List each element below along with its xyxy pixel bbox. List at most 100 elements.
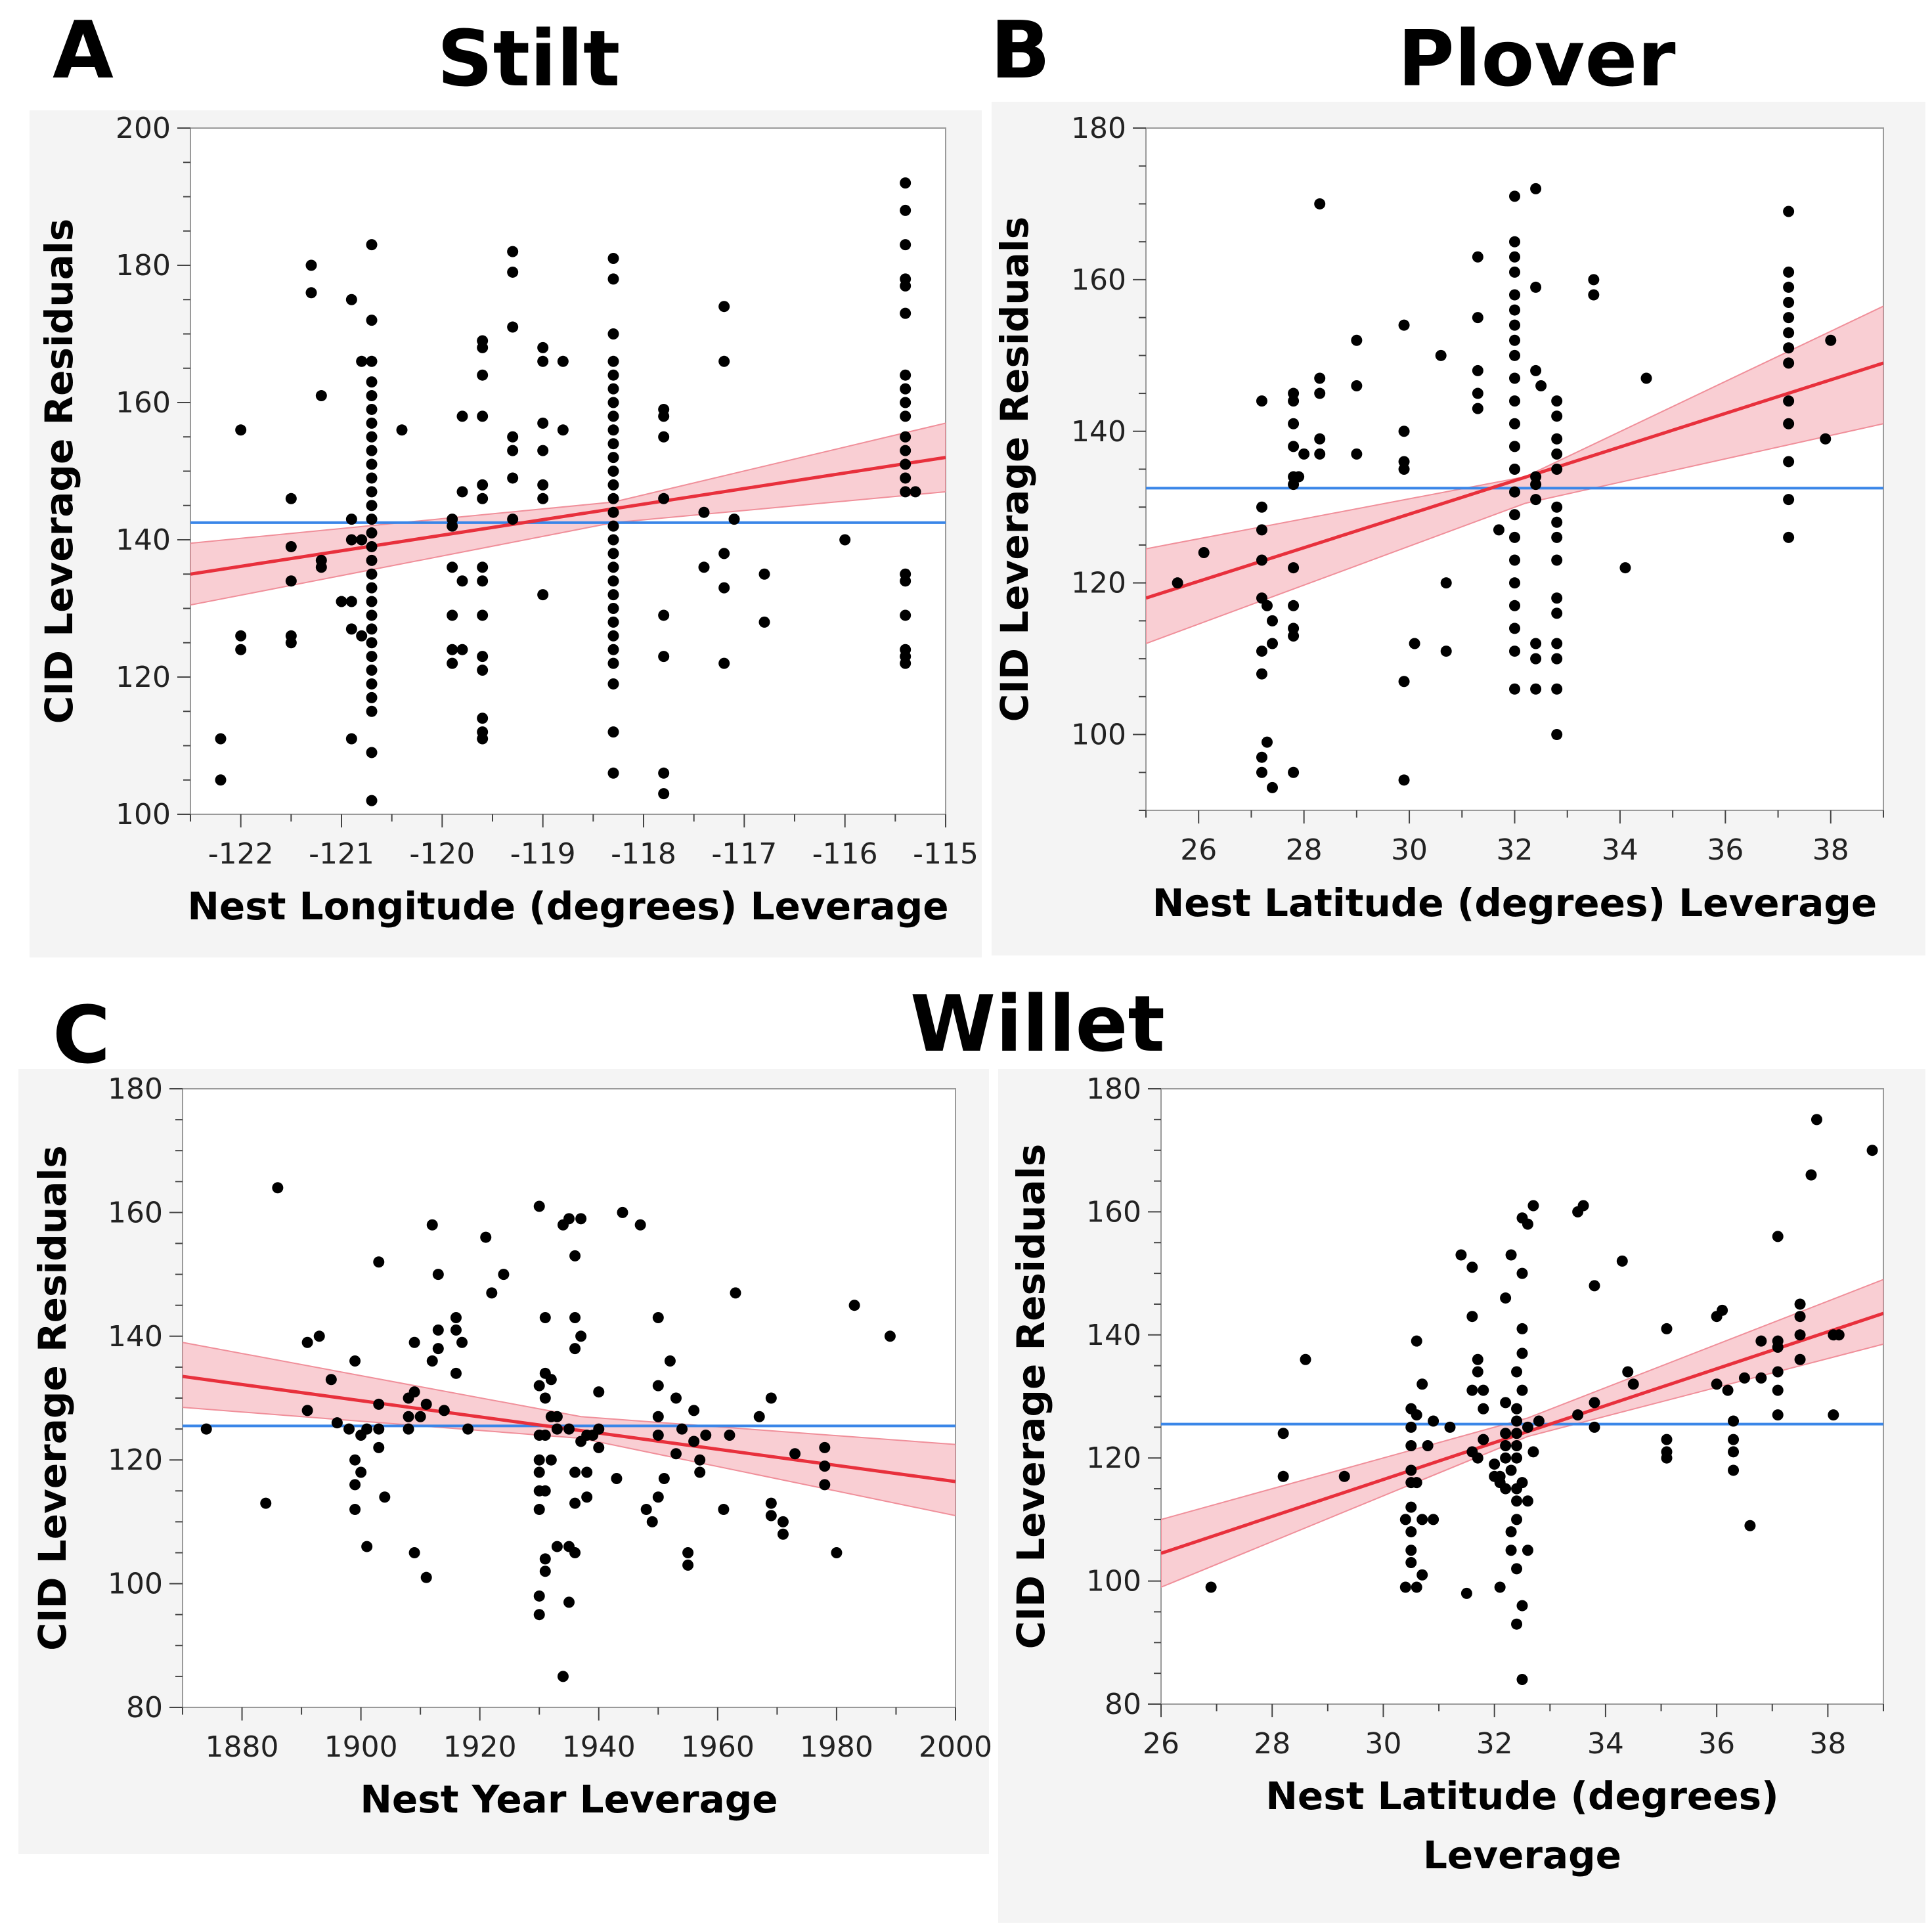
willet-year-point [426,1219,438,1231]
plover-point [1472,387,1483,399]
stilt-point [336,596,347,607]
willet-latitude-point [1460,1587,1472,1599]
x-tick-label: 26 [1143,1727,1179,1761]
stilt-point [477,493,489,504]
willet-latitude-point [1428,1415,1439,1427]
willet-year-point [355,1466,367,1478]
willet-year-point [373,1256,385,1268]
stilt-point [607,520,619,532]
willet-year-point [569,1497,581,1509]
willet-latitude-point [1577,1200,1589,1212]
willet-latitude-point [1300,1353,1311,1365]
willet-year-point [432,1343,444,1355]
willet-year-point [533,1609,545,1621]
willet-latitude-point [1511,1403,1523,1415]
willet-year-point [694,1454,706,1466]
stilt-point [477,713,489,724]
stilt-point [366,747,378,758]
plover-title: Plover [1397,13,1675,104]
stilt-point [366,445,378,456]
plover-point [1783,494,1795,506]
willet-latitude-point [1472,1366,1483,1378]
willet-latitude-point [1589,1421,1600,1433]
plover-point [1472,251,1483,263]
willet-year-point [670,1448,682,1460]
stilt-point [658,767,670,779]
willet-year-point [551,1423,563,1435]
stilt-chart: 100 120 140 160 180 200 -122 -121 -120 -119 -118 -1… [37,112,978,929]
stilt-title: Stilt [437,13,621,104]
willet-latitude-point [1405,1545,1417,1556]
x-tick-label: 1960 [681,1730,755,1764]
stilt-point [215,774,227,786]
plover-point [1351,334,1363,346]
willet-latitude-point [1405,1556,1417,1568]
stilt-point [345,294,357,305]
stilt-point [456,575,468,587]
willet-latitude-point [1833,1329,1845,1341]
willet-latitude-point [1711,1378,1723,1390]
stilt-point [718,548,730,559]
willet-latitude-point [1527,1200,1539,1212]
plover-point [1588,274,1600,286]
willet-year-point [539,1392,551,1404]
stilt-point [607,424,619,436]
willet-year-point [456,1336,468,1348]
stilt-point [345,623,357,635]
stilt-point [447,561,458,573]
willet-year-point [432,1324,444,1336]
willet-year-point [652,1430,664,1441]
stilt-point [537,417,549,429]
willet-latitude-point [1277,1470,1289,1482]
stilt-point [366,527,378,539]
willet-latitude-point [1416,1514,1428,1525]
y-tick-label: 160 [1086,1195,1141,1229]
plover-point [1509,349,1520,361]
y-tick-label: 180 [1071,112,1126,145]
willet-year-point [575,1330,587,1342]
plover-point [1530,638,1542,649]
willet-year-point [652,1312,664,1324]
stilt-point [447,609,458,621]
willet-year-point [563,1596,575,1608]
willet-latitude-point [1744,1520,1756,1531]
plover-point [1351,380,1363,392]
stilt-point [607,630,619,642]
willet-latitude-point [1772,1366,1784,1378]
willet-latitude-point [1478,1434,1489,1445]
stilt-point [507,321,519,333]
willet-year-point [408,1547,420,1558]
willet-year-point [272,1182,284,1194]
plover-point [1783,342,1795,354]
plover-point [1398,774,1410,786]
willet-year-point [539,1566,551,1577]
plover-point [1288,395,1300,407]
willet-latitude-point [1516,1674,1528,1686]
willet-year-point [682,1559,694,1571]
willet-latitude-point [1489,1458,1501,1470]
plover-point [1314,372,1326,384]
plover-point [1509,486,1520,498]
panel-a-letter: A [53,5,114,97]
willet-year-point [349,1504,361,1516]
x-tick-label: 32 [1476,1727,1513,1761]
willet-latitude-point [1472,1353,1483,1365]
willet-year-point [563,1423,575,1435]
willet-latitude-point [1405,1464,1417,1476]
plover-point [1472,364,1483,376]
stilt-point [557,424,569,436]
willet-latitude-point [1411,1335,1422,1347]
willet-year-chart: 80 100 120 140 160 180 1880 1900 1920 1940 1960 198… [30,1072,992,1822]
willet-year-point [533,1380,545,1392]
y-tick-label: 80 [126,1691,163,1724]
plover-point [1509,289,1520,301]
willet-year-point [884,1330,896,1342]
y-tick-label: 180 [1086,1072,1141,1106]
willet-latitude-point [1522,1495,1533,1507]
plover-point [1267,781,1279,793]
plover-point [1551,501,1563,513]
y-tick-label: 180 [108,1072,163,1106]
stilt-point [658,410,670,422]
plover-point [1783,418,1795,429]
willet-year-point [765,1510,777,1522]
